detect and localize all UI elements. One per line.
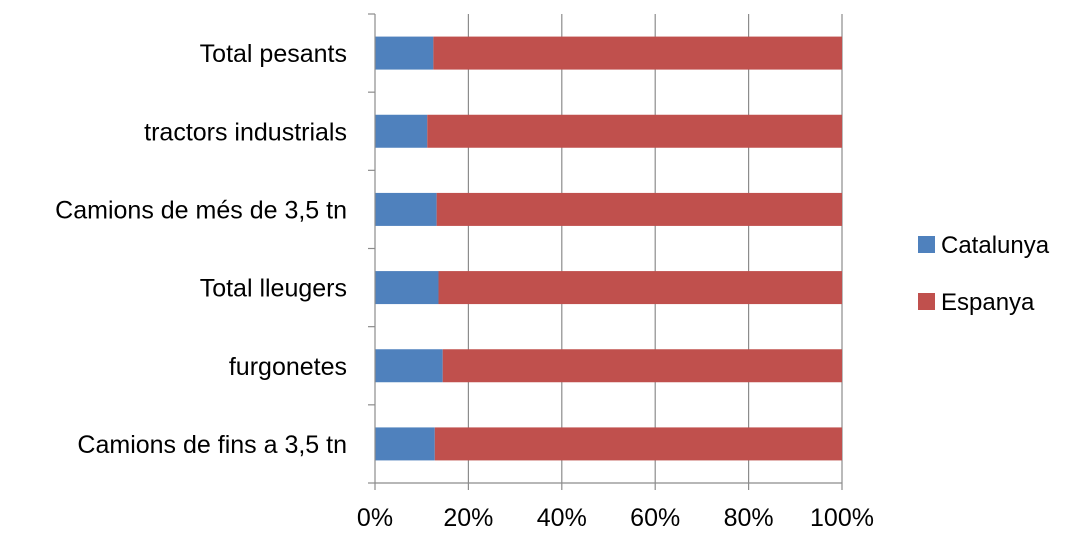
legend-swatch-catalunya [918, 236, 935, 253]
bar-catalunya [375, 427, 435, 461]
bar-espanya [427, 114, 842, 148]
axes [368, 13, 843, 490]
legend: Catalunya Espanya [918, 232, 1050, 316]
bar-espanya [433, 36, 842, 70]
category-labels: Camions de fins a 3,5 tn furgonetes Total … [55, 40, 347, 459]
legend-swatch-espanya [918, 293, 935, 310]
category-label: tractors industrials [144, 118, 347, 146]
category-label: Total pesants [200, 40, 347, 68]
bar-catalunya [375, 36, 434, 70]
bar-espanya [436, 192, 842, 226]
x-tick-label: 0% [357, 504, 393, 532]
legend-label-catalunya: Catalunya [941, 232, 1050, 259]
category-label: Total lleugers [200, 275, 347, 303]
x-tick-labels: 0% 20% 40% 60% 80% 100% [357, 504, 874, 532]
category-label: Camions de fins a 3,5 tn [77, 431, 347, 459]
legend-label-espanya: Espanya [941, 289, 1035, 316]
category-label: furgonetes [229, 353, 347, 381]
bar-espanya [438, 271, 842, 305]
x-tick-label: 40% [537, 504, 587, 532]
x-tick-label: 20% [443, 504, 493, 532]
bars [375, 36, 842, 461]
bar-catalunya [375, 271, 439, 305]
category-label: Camions de més de 3,5 tn [55, 196, 347, 224]
gridlines [467, 14, 843, 483]
x-tick-label: 80% [724, 504, 774, 532]
bar-catalunya [375, 192, 437, 226]
bar-espanya [434, 427, 842, 461]
bar-catalunya [375, 114, 428, 148]
x-tick-label: 60% [630, 504, 680, 532]
x-tick-label: 100% [810, 504, 874, 532]
bar-catalunya [375, 349, 443, 383]
bar-espanya [442, 349, 842, 383]
